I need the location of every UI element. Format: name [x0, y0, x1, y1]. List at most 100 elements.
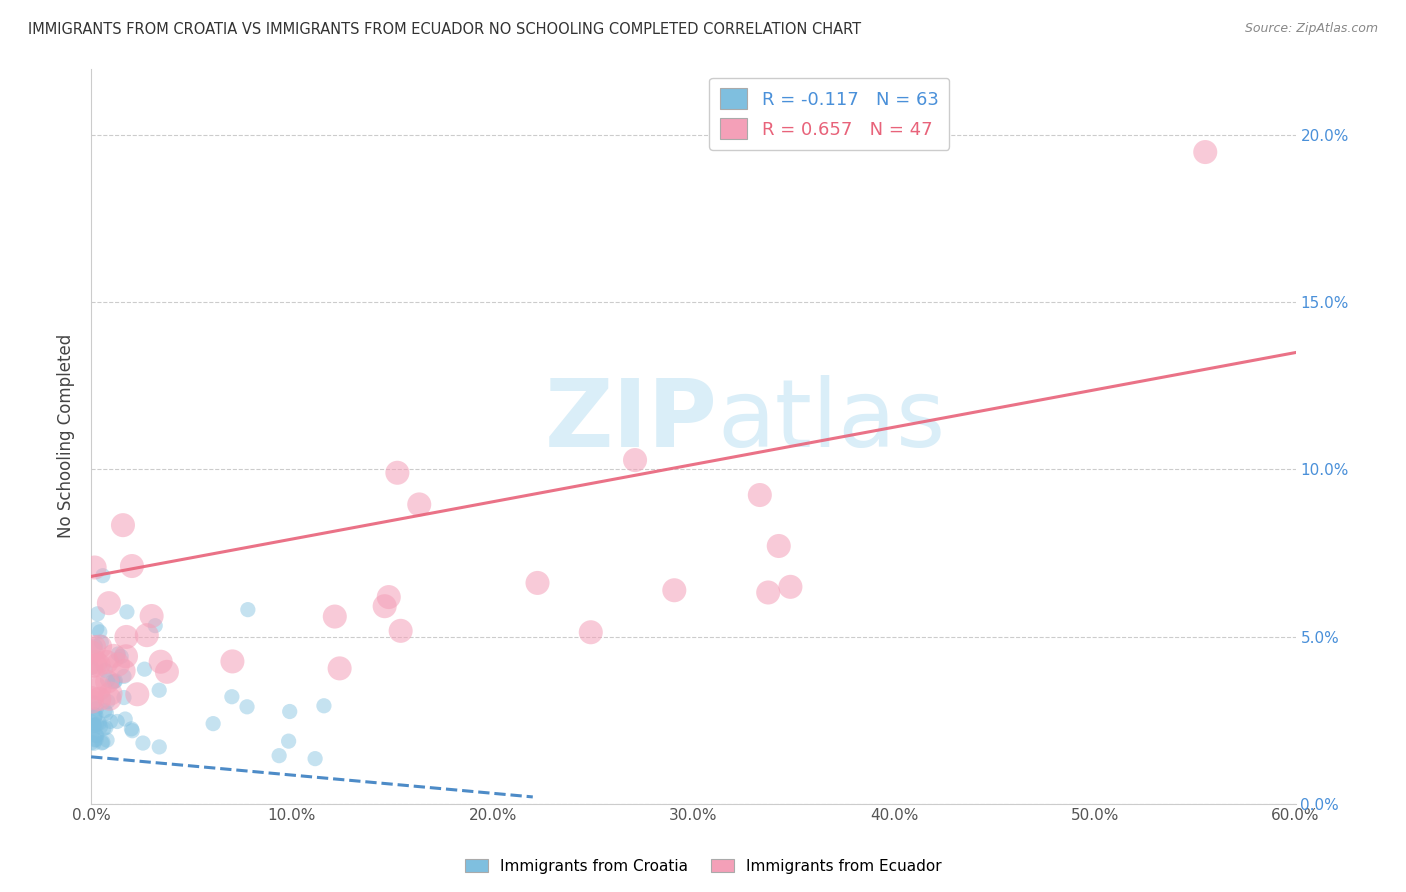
Point — [105, 714, 128, 729]
Point — [94, 663, 117, 677]
Point — [83, 707, 105, 722]
Point — [134, 662, 156, 676]
Point — [104, 673, 127, 688]
Point — [96, 706, 118, 720]
Point — [112, 690, 135, 705]
Point — [115, 605, 138, 619]
Point — [329, 661, 352, 675]
Point — [107, 657, 129, 672]
Point — [112, 664, 135, 678]
Point — [221, 654, 243, 668]
Point — [1194, 145, 1216, 159]
Point — [323, 609, 346, 624]
Point — [96, 655, 118, 669]
Legend: R = -0.117   N = 63, R = 0.657   N = 47: R = -0.117 N = 63, R = 0.657 N = 47 — [709, 78, 949, 150]
Point — [103, 648, 125, 663]
Point — [82, 725, 104, 739]
Point — [748, 488, 770, 502]
Point — [624, 453, 647, 467]
Point — [83, 732, 105, 747]
Point — [94, 721, 117, 735]
Point — [86, 607, 108, 621]
Point — [98, 691, 121, 706]
Point — [84, 732, 107, 747]
Point — [768, 539, 790, 553]
Point — [90, 736, 112, 750]
Point — [87, 657, 110, 672]
Point — [89, 720, 111, 734]
Point — [89, 681, 111, 696]
Point — [389, 624, 412, 638]
Point — [374, 599, 396, 614]
Text: ZIP: ZIP — [544, 376, 717, 467]
Point — [97, 596, 120, 610]
Point — [103, 674, 125, 689]
Point — [127, 687, 149, 701]
Point — [111, 518, 134, 533]
Point — [83, 711, 105, 725]
Point — [83, 736, 105, 750]
Point — [387, 466, 409, 480]
Point — [91, 568, 114, 582]
Point — [148, 739, 170, 754]
Point — [779, 580, 801, 594]
Y-axis label: No Schooling Completed: No Schooling Completed — [58, 334, 75, 538]
Point — [96, 674, 118, 689]
Point — [115, 630, 138, 644]
Point — [80, 695, 103, 709]
Point — [135, 628, 157, 642]
Point — [91, 735, 114, 749]
Point — [141, 609, 163, 624]
Point — [156, 665, 179, 679]
Point — [114, 712, 136, 726]
Point — [236, 602, 259, 616]
Point — [84, 702, 107, 716]
Point — [89, 716, 111, 731]
Point — [100, 687, 122, 701]
Point — [83, 560, 105, 574]
Point — [579, 625, 602, 640]
Point — [94, 704, 117, 718]
Point — [96, 733, 118, 747]
Point — [312, 698, 335, 713]
Point — [278, 705, 301, 719]
Point — [756, 585, 779, 599]
Point — [86, 717, 108, 731]
Point — [107, 647, 129, 661]
Point — [84, 728, 107, 742]
Point — [89, 640, 111, 654]
Point — [143, 618, 166, 632]
Point — [83, 718, 105, 732]
Text: IMMIGRANTS FROM CROATIA VS IMMIGRANTS FROM ECUADOR NO SCHOOLING COMPLETED CORREL: IMMIGRANTS FROM CROATIA VS IMMIGRANTS FR… — [28, 22, 862, 37]
Point — [121, 723, 143, 738]
Point — [96, 673, 118, 687]
Point — [80, 659, 103, 673]
Point — [202, 716, 225, 731]
Point — [100, 714, 122, 729]
Point — [277, 734, 299, 748]
Point — [149, 655, 172, 669]
Text: atlas: atlas — [717, 376, 946, 467]
Point — [86, 729, 108, 743]
Point — [93, 722, 115, 736]
Point — [221, 690, 243, 704]
Point — [89, 692, 111, 706]
Point — [112, 669, 135, 683]
Point — [83, 718, 105, 732]
Point — [664, 583, 686, 598]
Point — [121, 559, 143, 574]
Point — [80, 718, 103, 732]
Point — [80, 736, 103, 750]
Point — [89, 624, 111, 639]
Point — [526, 576, 548, 591]
Point — [304, 751, 326, 765]
Point — [84, 658, 107, 673]
Point — [80, 660, 103, 674]
Point — [120, 722, 142, 736]
Point — [83, 681, 105, 695]
Legend: Immigrants from Croatia, Immigrants from Ecuador: Immigrants from Croatia, Immigrants from… — [458, 853, 948, 880]
Point — [84, 639, 107, 653]
Point — [84, 708, 107, 723]
Point — [408, 498, 430, 512]
Point — [115, 649, 138, 664]
